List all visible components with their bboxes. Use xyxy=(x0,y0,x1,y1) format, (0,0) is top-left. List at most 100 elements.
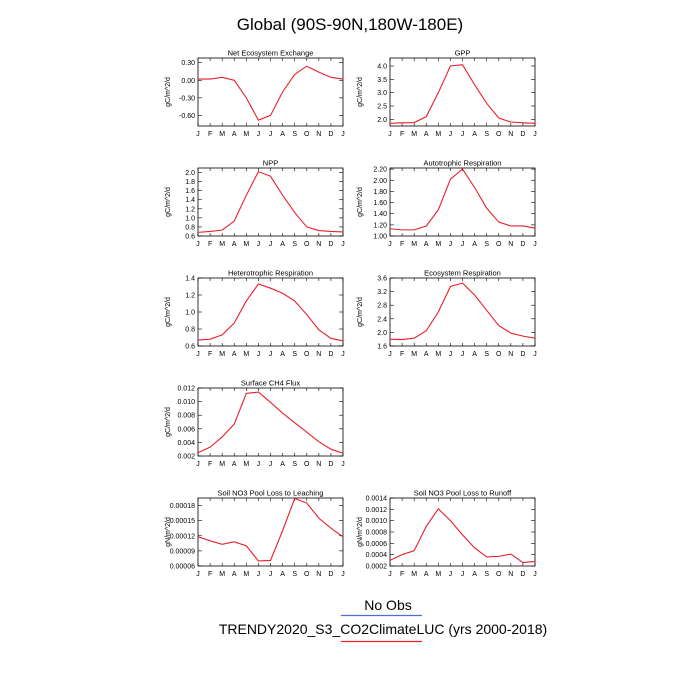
x-tick-label: D xyxy=(328,461,333,468)
x-tick-label: N xyxy=(316,461,321,468)
x-tick-label: O xyxy=(304,461,310,468)
y-tick-label: 3.0 xyxy=(377,90,387,97)
x-tick-label: S xyxy=(484,351,489,358)
panel-3: J F M A M J J A S O N D J0.60.81.01.21.41.61.82.0NPP… xyxy=(165,159,345,249)
x-tick-label: N xyxy=(508,241,513,248)
x-tick-label: J xyxy=(196,571,200,578)
x-tick-label: F xyxy=(400,131,404,138)
y-tick-label: 1.4 xyxy=(185,276,195,283)
x-tick-label: F xyxy=(208,131,212,138)
y-tick-label: 3.5 xyxy=(377,77,387,84)
x-tick-label: S xyxy=(292,131,297,138)
x-tick-label: M xyxy=(219,241,225,248)
x-tick-label: M xyxy=(219,571,225,578)
plot-frame xyxy=(389,57,536,127)
series-line xyxy=(389,507,536,564)
x-tick-label: M xyxy=(243,461,249,468)
y-tick-label: 1.6 xyxy=(377,344,387,351)
x-tick-label: S xyxy=(292,351,297,358)
panel-4: J F M A M J J A S O N D J1.001.201.401.601.802.002.2… xyxy=(357,159,537,249)
x-tick-label: M xyxy=(219,131,225,138)
legend: No Obs TRENDY2020_S3_CO2ClimateLUC (yrs … xyxy=(219,597,547,643)
x-tick-label: S xyxy=(484,571,489,578)
panel-8: J F M A M J J A S O N D J0.000060.000090.000120.0001… xyxy=(165,489,345,579)
x-tick-label: J xyxy=(196,351,200,358)
x-tick-label: M xyxy=(219,351,225,358)
x-tick-label: O xyxy=(304,351,310,358)
y-axis-label: gC/m^2/d xyxy=(165,407,172,437)
x-tick-label: M xyxy=(435,131,441,138)
x-tick-label: M xyxy=(243,241,249,248)
series-line xyxy=(197,391,344,454)
x-tick-label: M xyxy=(219,461,225,468)
y-axis-label: gC/m^2/d xyxy=(165,297,172,327)
panel-title: NPP xyxy=(263,159,278,168)
x-tick-label: A xyxy=(280,571,285,578)
x-tick-label: J xyxy=(269,131,273,138)
x-tick-label: J xyxy=(341,241,345,248)
panel-title: GPP xyxy=(455,49,471,58)
x-tick-label: J xyxy=(341,351,345,358)
x-tick-label: J xyxy=(461,241,465,248)
y-tick-label: 3.6 xyxy=(377,276,387,283)
x-tick-label: M xyxy=(435,351,441,358)
x-tick-label: F xyxy=(400,571,404,578)
x-tick-label: J xyxy=(388,241,392,248)
y-tick-label: 0.006 xyxy=(177,426,195,433)
x-tick-label: J xyxy=(461,571,465,578)
panel-title: Autotrophic Respiration xyxy=(424,159,502,168)
y-tick-label: 3.2 xyxy=(377,289,387,296)
x-tick-label: J xyxy=(449,131,453,138)
x-tick-label: N xyxy=(316,131,321,138)
y-tick-label: 1.4 xyxy=(185,197,195,204)
x-tick-label: D xyxy=(520,571,525,578)
series-line xyxy=(197,497,344,562)
plot-frame xyxy=(197,167,344,237)
y-tick-label: 0.00006 xyxy=(170,564,195,571)
y-tick-label: 0.010 xyxy=(177,399,195,406)
y-axis-label: gN/m^2/d xyxy=(165,517,172,547)
y-tick-label: 1.2 xyxy=(185,293,195,300)
x-tick-label: F xyxy=(208,461,212,468)
legend-model-label: TRENDY2020_S3_CO2ClimateLUC (yrs 2000-20… xyxy=(219,621,547,637)
series-line xyxy=(389,282,536,341)
x-tick-label: J xyxy=(196,131,200,138)
y-tick-label: 1.6 xyxy=(185,188,195,195)
y-tick-label: 0.8 xyxy=(185,327,195,334)
x-tick-label: J xyxy=(449,571,453,578)
x-tick-label: D xyxy=(328,571,333,578)
y-tick-label: 1.40 xyxy=(373,211,387,218)
x-tick-label: O xyxy=(496,131,502,138)
y-tick-label: 1.0 xyxy=(185,215,195,222)
y-tick-label: 1.00 xyxy=(373,234,387,241)
plot-frame xyxy=(197,387,344,457)
x-tick-label: J xyxy=(388,571,392,578)
y-tick-label: 0.004 xyxy=(177,440,195,447)
panel-7: J F M A M J J A S O N D J0.0020.0040.0060.0080.0100.… xyxy=(165,379,345,469)
x-tick-label: O xyxy=(304,131,310,138)
x-tick-label: A xyxy=(280,461,285,468)
x-tick-label: S xyxy=(292,241,297,248)
x-tick-label: J xyxy=(341,461,345,468)
x-tick-label: M xyxy=(435,571,441,578)
x-tick-label: A xyxy=(232,461,237,468)
y-tick-label: 0.0004 xyxy=(366,552,388,559)
x-tick-label: D xyxy=(520,351,525,358)
y-tick-label: 1.80 xyxy=(373,189,387,196)
y-tick-label: 2.0 xyxy=(377,117,387,124)
y-tick-label: 0.0008 xyxy=(366,530,388,537)
x-tick-label: J xyxy=(269,461,273,468)
y-axis-label: gC/m^2/d xyxy=(357,297,364,327)
y-tick-label: 1.0 xyxy=(185,310,195,317)
x-tick-label: F xyxy=(400,351,404,358)
x-tick-label: M xyxy=(435,241,441,248)
x-tick-label: J xyxy=(269,241,273,248)
y-tick-label: 1.60 xyxy=(373,200,387,207)
panel-5: J F M A M J J A S O N D J0.60.81.01.21.4Heterotrophi… xyxy=(165,269,345,359)
y-tick-label: 2.8 xyxy=(377,303,387,310)
x-tick-label: M xyxy=(243,571,249,578)
x-tick-label: M xyxy=(411,571,417,578)
